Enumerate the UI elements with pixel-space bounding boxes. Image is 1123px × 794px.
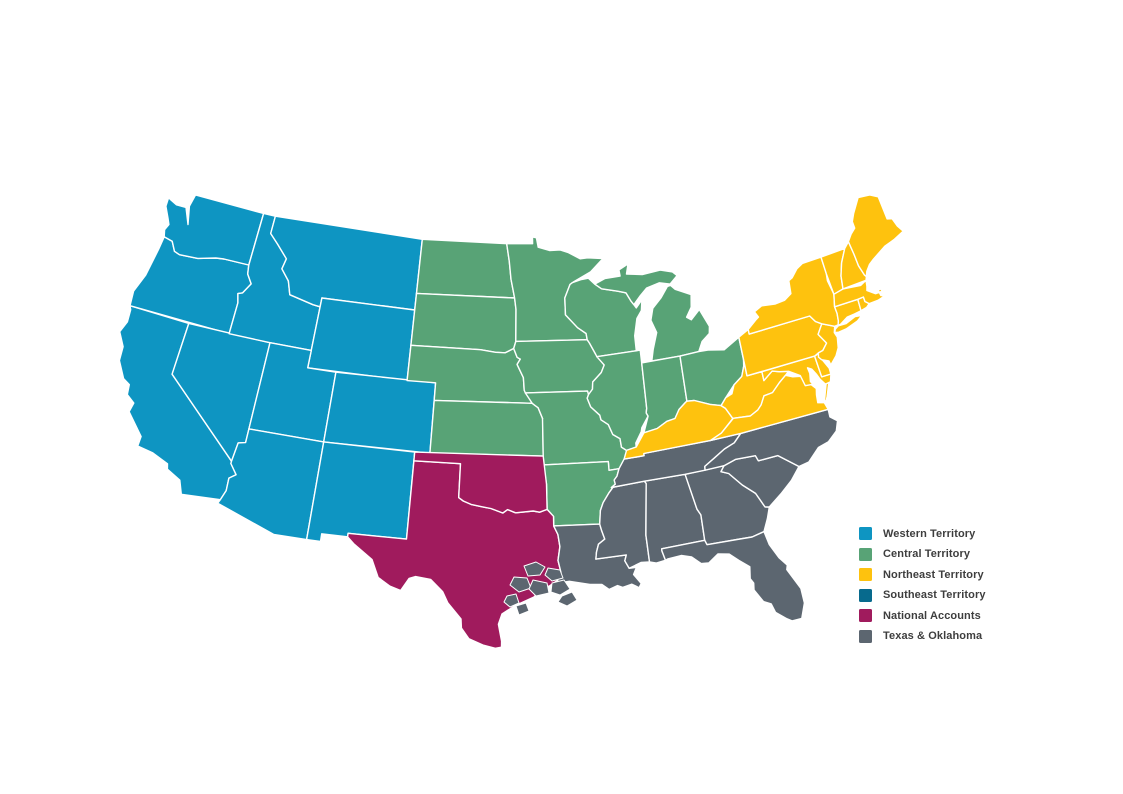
coastal-county-blob <box>557 591 578 607</box>
state-nd <box>415 238 516 299</box>
state-sd <box>410 292 517 354</box>
state-va <box>709 374 829 442</box>
state-nj <box>817 323 839 366</box>
states-layer <box>118 194 904 649</box>
legend-label: Texas & Oklahoma <box>883 630 983 643</box>
legend-label: Central Territory <box>883 548 971 561</box>
state-ny_li <box>834 314 863 334</box>
coastal-county-blob <box>550 579 571 596</box>
coastal-county-blob <box>523 561 546 577</box>
legend-item-central: Central Territory <box>859 547 986 561</box>
coastal-county-blob <box>515 602 530 616</box>
northeast-territory-swatch <box>859 568 872 582</box>
state-co <box>323 371 437 454</box>
state-ia <box>513 339 605 396</box>
state-mt <box>270 215 423 311</box>
southeast-territory-swatch <box>859 588 872 602</box>
legend-label: Western Territory <box>883 527 976 540</box>
legend-item-southeast: Southeast Territory <box>859 588 986 602</box>
central-territory-swatch <box>859 547 872 561</box>
national-accounts-swatch <box>859 609 872 623</box>
state-va_es <box>823 381 830 402</box>
western-territory-swatch <box>859 527 872 540</box>
state-nm <box>305 441 416 543</box>
coastal-county-blob <box>503 593 520 608</box>
legend-label: Northeast Territory <box>883 568 984 581</box>
legend-item-western: Western Territory <box>859 527 986 540</box>
coastal-county-blob <box>509 576 532 593</box>
legend-label: National Accounts <box>883 609 981 622</box>
state-nc <box>704 408 839 471</box>
texas-oklahoma-swatch <box>859 629 872 643</box>
state-ok <box>413 451 548 514</box>
state-me <box>847 194 904 278</box>
state-mi <box>650 284 711 362</box>
legend-item-texas-oklahoma: Texas & Oklahoma <box>859 629 986 643</box>
state-wa <box>163 194 265 266</box>
legend: Western Territory Central Territory Nort… <box>859 527 986 643</box>
state-ks <box>429 399 544 457</box>
state-ma <box>833 279 886 308</box>
state-fl <box>661 530 806 622</box>
state-mi_up <box>594 263 678 306</box>
state-wy <box>307 297 416 382</box>
state-md <box>761 355 832 388</box>
legend-label: Southeast Territory <box>883 589 986 602</box>
legend-item-northeast: Northeast Territory <box>859 568 986 582</box>
coastal-county-blob <box>544 567 564 582</box>
coastal-county-blob <box>528 579 550 597</box>
state-az <box>217 428 325 541</box>
state-wi <box>564 277 643 358</box>
legend-item-national-accounts: National Accounts <box>859 609 986 623</box>
coastal-counties-layer <box>503 561 578 616</box>
